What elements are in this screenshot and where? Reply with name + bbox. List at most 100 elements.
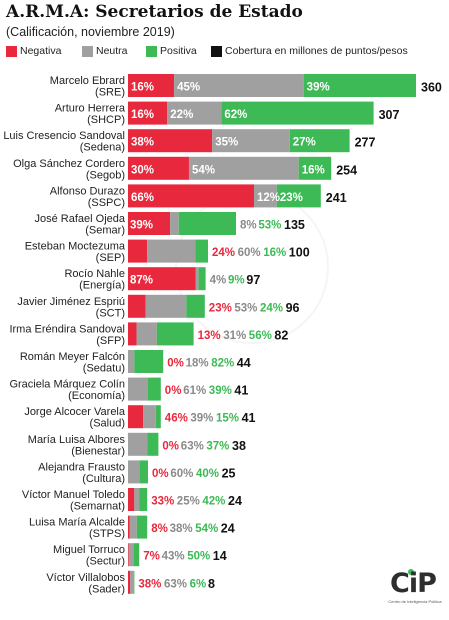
legend-label-neutra: Neutra: [96, 45, 128, 57]
bar-segment-neg: [128, 101, 168, 125]
bar-segment-neu: [128, 350, 135, 373]
row-dept-label: (Sectur): [86, 556, 125, 568]
total-label: 41: [242, 411, 256, 425]
percent-label-pos: 27%: [293, 137, 316, 149]
percent-label-pos: 82%: [211, 358, 234, 370]
row-name-label: Javier Jiménez Espriú: [17, 296, 125, 308]
percent-label-neg: 0%: [165, 385, 182, 397]
percent-label-neg: 7%: [143, 551, 160, 563]
legend-swatch-cobertura: [211, 45, 222, 57]
bar-segment-pos: [198, 267, 206, 291]
percent-label-neg: 38%: [138, 578, 161, 590]
bar-segment-neg: [128, 239, 148, 263]
bar-segment-neg: [128, 212, 171, 235]
bar-segment-pos: [221, 101, 374, 125]
legend-swatch-negativa: [6, 45, 17, 57]
bar-segment-pos: [133, 543, 140, 567]
bar-segment-neu: [174, 74, 304, 97]
chart-title: A.R.M.A: Secretarios de Estado: [6, 2, 303, 22]
percent-label-neu: 45%: [177, 82, 200, 94]
percent-label-neu: 43%: [162, 551, 185, 563]
bar-segment-neg: [128, 156, 189, 180]
bar-segment-neu: [188, 156, 299, 180]
percent-label-pos: 53%: [258, 220, 281, 232]
percent-label-pos: 62%: [224, 109, 247, 121]
bar-segment-pos: [155, 405, 161, 429]
row-name-label: Jorge Alcocer Varela: [24, 406, 126, 418]
row-name-label: Rocío Nahle: [64, 268, 125, 280]
percent-label-neu: 22%: [170, 109, 193, 121]
logo-tagline: Centro de Inteligencia Política: [388, 599, 442, 604]
row-name-label: Luisa María Alcalde: [29, 517, 125, 529]
bar-segment-neu: [167, 101, 222, 125]
bar-segment-neg: [128, 74, 175, 97]
row-dept-label: (Sader): [88, 583, 125, 595]
percent-label-neu: 54%: [192, 164, 215, 176]
percent-label-pos: 9%: [228, 275, 245, 287]
bar-segment-neu: [130, 570, 135, 594]
logo-dot-icon: [408, 569, 414, 575]
row-dept-label: (Economía): [68, 390, 125, 402]
bar-segment-pos: [186, 294, 205, 318]
row-name-label: Alejandra Frausto: [38, 461, 125, 473]
row-dept-label: (Semar): [85, 225, 125, 237]
percent-label-pos: 16%: [302, 164, 325, 176]
percent-label-neu: 61%: [183, 385, 206, 397]
bar-segment-pos: [276, 184, 321, 208]
percent-label-pos: 15%: [216, 413, 239, 425]
percent-label-pos: 50%: [187, 551, 210, 563]
row-dept-label: (SHCP): [87, 114, 125, 126]
percent-label-neu: 39%: [190, 413, 213, 425]
bar-segment-neu: [128, 460, 140, 484]
logo-brand: CiP: [390, 568, 437, 599]
bar-segment-neg: [128, 184, 254, 208]
bar-segment-neg: [128, 129, 213, 153]
row-dept-label: (SSPC): [88, 197, 125, 209]
row-dept-label: (STPS): [89, 528, 125, 540]
percent-label-pos: 54%: [195, 523, 218, 535]
row-name-label: María Luisa Albores: [28, 434, 126, 446]
total-label: 97: [246, 273, 260, 287]
bar-segment-pos: [303, 74, 416, 97]
percent-label-neu: 35%: [215, 137, 238, 149]
legend-label-negativa: Negativa: [20, 45, 62, 57]
legend-label-cobertura: Cobertura en millones de puntos/pesos: [225, 45, 408, 57]
cip-logo: CiP Centro de Inteligencia Política: [385, 568, 445, 613]
bar-segment-neg: [128, 543, 129, 567]
legend: Negativa Neutra Positiva Cobertura en mi…: [6, 45, 446, 59]
bar-segment-neg: [128, 405, 144, 429]
percent-label-neu: 60%: [170, 468, 193, 480]
bar-segment-neu: [128, 543, 134, 567]
bar-segment-neu: [128, 377, 149, 401]
row-dept-label: (SRE): [95, 87, 125, 99]
total-label: 25: [222, 466, 236, 480]
bar-segment-neu: [129, 515, 137, 539]
legend-label-positiva: Positiva: [160, 45, 197, 57]
percent-label-neg: 0%: [152, 468, 169, 480]
percent-label-pos: 6%: [190, 578, 207, 590]
percent-label-neg: 33%: [151, 496, 174, 508]
percent-label-neu: 18%: [186, 358, 209, 370]
row-dept-label: (Sedatu): [83, 363, 125, 375]
percent-label-pos: 39%: [307, 82, 330, 94]
row-name-label: Víctor Manuel Toledo: [22, 489, 125, 501]
total-label: 41: [234, 384, 248, 398]
legend-item-cobertura: Cobertura en millones de puntos/pesos: [211, 45, 408, 57]
percent-label-neu: 63%: [164, 578, 187, 590]
percent-label-neg: 66%: [131, 192, 154, 204]
bar-segment-neu: [253, 184, 277, 208]
percent-label-neg: 0%: [162, 440, 179, 452]
total-label: 24: [221, 522, 235, 536]
legend-swatch-neutra: [82, 45, 93, 57]
percent-label-neg: 13%: [198, 330, 221, 342]
bar-segment-pos: [195, 239, 208, 263]
bar-segment-neu: [145, 294, 187, 318]
row-dept-label: (Energía): [79, 280, 125, 292]
legend-item-negativa: Negativa: [6, 45, 61, 57]
percent-label-neu: 63%: [181, 440, 204, 452]
legend-item-positiva: Positiva: [146, 45, 197, 57]
bar-segment-pos: [289, 129, 350, 153]
percent-label-neg: 30%: [131, 164, 154, 176]
bar-segment-neu: [134, 488, 140, 511]
